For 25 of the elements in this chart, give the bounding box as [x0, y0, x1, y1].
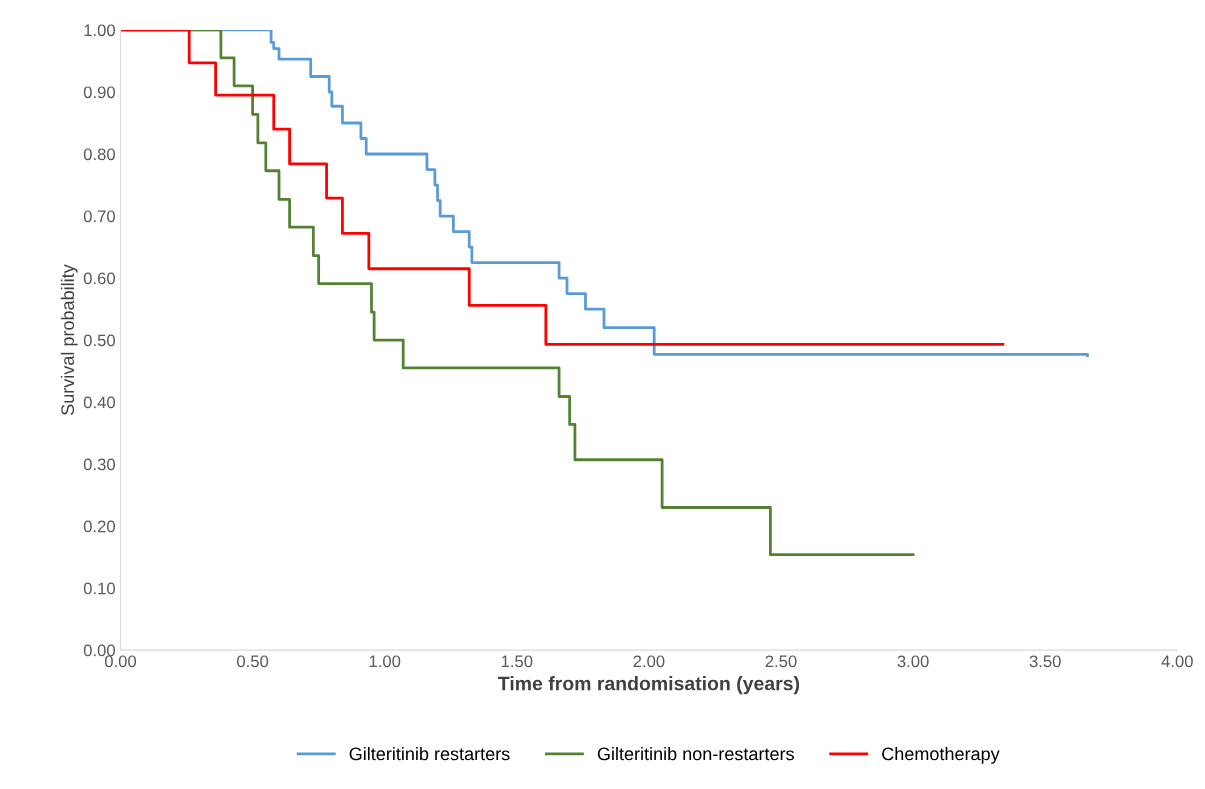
y-tick-label: 0.10	[83, 582, 115, 595]
y-tick-label: 0.50	[83, 334, 115, 347]
y-tick-label: 0.80	[83, 148, 115, 161]
y-tick-label: 0.20	[83, 520, 115, 533]
y-tick-label: 0.00	[83, 644, 115, 657]
x-tick-label: 1.00	[369, 655, 401, 668]
x-tick-label: 4.00	[1161, 655, 1193, 668]
y-tick-label: 0.70	[83, 210, 115, 223]
x-tick-label: 2.00	[633, 655, 665, 668]
y-tick-label: 0.90	[83, 86, 115, 99]
y-tick-label: 0.60	[83, 272, 115, 285]
y-axis-title: Survival probability	[60, 264, 78, 415]
x-tick-label: 3.00	[897, 655, 929, 668]
legend-label: Gilteritinib restarters	[349, 747, 510, 761]
y-tick-label: 0.40	[83, 396, 115, 409]
x-tick-label: 0.50	[237, 655, 269, 668]
legend-label: Gilteritinib non-restarters	[597, 747, 794, 761]
x-tick-label: 1.50	[501, 655, 533, 668]
x-tick-label: 2.50	[765, 655, 797, 668]
y-tick-label: 1.00	[84, 24, 115, 37]
legend-label: Chemotherapy	[882, 747, 1000, 764]
x-tick-label: 0.00	[104, 655, 137, 668]
x-tick-label: 3.50	[1029, 655, 1061, 668]
x-axis-title: Time from randomisation (years)	[498, 676, 800, 695]
y-tick-label: 0.30	[83, 458, 115, 471]
